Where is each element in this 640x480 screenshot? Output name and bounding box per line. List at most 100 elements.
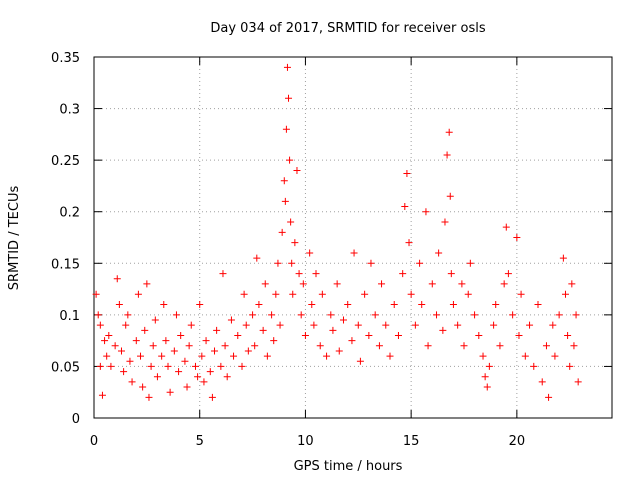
data-point [492,301,500,309]
data-point [291,239,299,247]
data-point [446,192,454,200]
data-point [122,321,130,329]
data-point [335,347,343,355]
data-point [107,362,115,370]
data-point [172,311,180,319]
data-point [490,321,498,329]
data-point [251,342,259,350]
data-point [128,378,136,386]
data-point [316,342,324,350]
data-point [422,208,430,216]
data-point [566,362,574,370]
data-point [378,280,386,288]
data-point [394,331,402,339]
data-point [92,290,100,298]
x-tick-label: 5 [196,434,204,449]
tick-labels: 0 5 10 15 20 0 0.05 0.1 0.15 0.2 0.25 0.3 0.35 [51,51,525,449]
data-point [435,249,443,257]
data-point [151,316,159,324]
data-point [200,378,208,386]
data-point [240,290,248,298]
data-point [403,170,411,178]
data-point [196,301,204,309]
data-point [96,321,104,329]
data-point [281,197,289,205]
chart-title: Day 034 of 2017, SRMTID for receiver osl… [210,21,486,36]
y-tick-label: 0.05 [51,360,80,375]
data-point [288,259,296,267]
data-point [263,352,271,360]
data-point [568,280,576,288]
data-point [286,156,294,164]
data-point [308,301,316,309]
data-point [460,342,468,350]
data-point [98,391,106,399]
y-tick-label: 0 [72,412,80,427]
data-point [301,331,309,339]
data-point [433,311,441,319]
data-point [149,342,157,350]
data-point [411,321,419,329]
data-point [143,280,151,288]
data-point [416,259,424,267]
x-tick-label: 10 [297,434,314,449]
data-point [183,383,191,391]
grid [94,57,612,418]
data-point [439,326,447,334]
data-point [574,378,582,386]
data-point [479,352,487,360]
y-tick-label: 0.25 [51,154,80,169]
data-point [515,331,523,339]
data-point [259,326,267,334]
data-point [141,326,149,334]
data-points [92,63,582,401]
data-point [278,228,286,236]
data-point [206,368,214,376]
data-point [386,352,394,360]
data-point [475,331,483,339]
data-point [405,239,413,247]
data-point [287,218,295,226]
data-point [187,321,195,329]
data-point [471,311,479,319]
data-point [223,373,231,381]
data-point [270,337,278,345]
data-point [375,342,383,350]
data-point [559,254,567,262]
data-point [96,362,104,370]
data-point [242,321,250,329]
data-point [361,290,369,298]
data-point [481,373,489,381]
data-point [94,311,102,319]
plot-frame [93,56,613,419]
data-point [348,337,356,345]
data-point [310,321,318,329]
data-point [443,151,451,159]
data-point [276,321,284,329]
data-point [137,352,145,360]
data-point [399,270,407,278]
data-point [464,290,472,298]
data-point [570,342,578,350]
data-point [449,301,457,309]
data-point [561,290,569,298]
data-point [293,166,301,174]
data-point [134,290,142,298]
data-point [219,270,227,278]
data-point [365,331,373,339]
data-point [350,249,358,257]
data-point [261,280,269,288]
data-point [111,342,119,350]
data-point [181,357,189,365]
data-point [244,347,252,355]
y-axis-label: SRMTID / TECUs [7,186,22,291]
data-point [238,362,246,370]
x-tick-label: 0 [90,434,98,449]
data-point [175,368,183,376]
data-point [158,352,166,360]
data-point [145,393,153,401]
data-point [500,280,508,288]
data-point [312,270,320,278]
data-point [382,321,390,329]
